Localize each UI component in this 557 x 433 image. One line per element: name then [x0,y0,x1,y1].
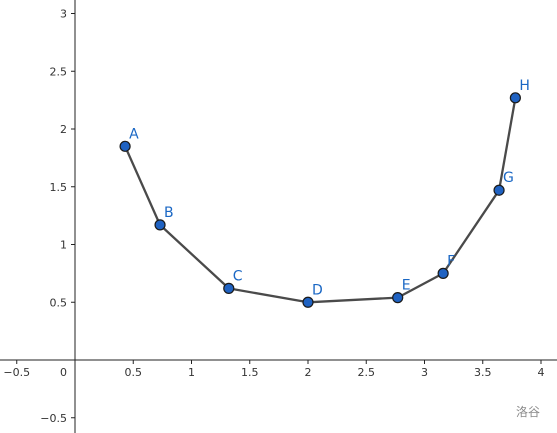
origin-label: 0 [60,366,67,379]
label-h: H [519,78,530,94]
x-tick-label: −0.5 [3,366,30,379]
label-c: C [233,268,243,284]
label-g: G [503,170,514,186]
series-line [124,97,517,304]
point-c [223,282,235,294]
point-labels: A B C D E F G H [129,78,530,298]
x-tick-label: 0.5 [125,366,143,379]
y-tick-label: −0.5 [40,412,67,425]
point-f [437,267,449,279]
point-a [119,140,131,152]
label-e: E [402,278,411,294]
point-g [493,184,505,196]
x-tick-label: 1 [188,366,195,379]
data-points [119,92,521,308]
watermark: 洛谷 [516,404,540,419]
x-tick-label: 3.5 [474,366,492,379]
x-tick-label: 1.5 [241,366,259,379]
x-tick-label: 2 [305,366,312,379]
label-a: A [129,126,139,142]
point-b [154,219,166,231]
y-tick-label: 2 [60,123,67,136]
y-tick-label: 1.5 [50,181,68,194]
point-d [302,296,314,308]
series-polyline [124,97,517,304]
x-tick-label: 3 [421,366,428,379]
point-h [509,92,521,104]
label-b: B [164,205,174,221]
label-d: D [312,282,323,298]
y-tick-label: 0.5 [50,296,68,309]
y-tick-label: 2.5 [50,65,68,78]
x-tick-label: 2.5 [358,366,376,379]
tick-labels: −0.5 0.5 1 1.5 2 2.5 3 3.5 4 −0.5 0.5 1 1.5 2 2.5 3 0 [3,8,544,425]
label-f: F [447,253,455,269]
point-e [392,292,404,304]
x-tick-label: 4 [538,366,545,379]
y-tick-label: 1 [60,239,67,252]
y-tick-label: 3 [60,8,67,21]
